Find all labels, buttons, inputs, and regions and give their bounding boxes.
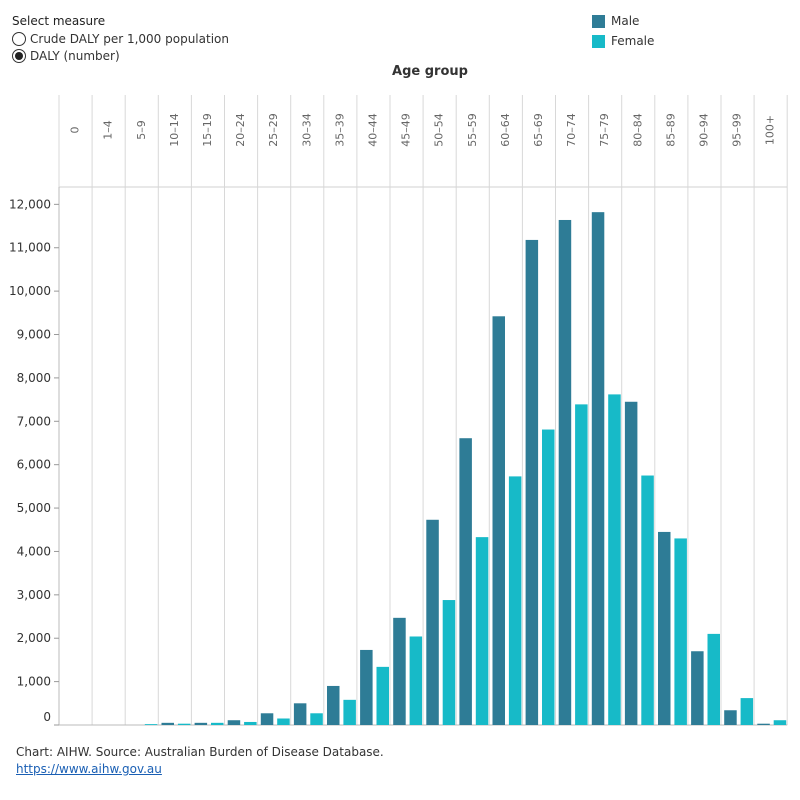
x-category-label: 65–69 [532, 113, 545, 147]
bar-female [707, 633, 720, 725]
x-category-label: 45–49 [400, 113, 413, 147]
legend-item-male[interactable]: Male [592, 14, 639, 28]
y-tick-label: 11,000 [9, 241, 51, 255]
y-tick-label: 0 [43, 710, 51, 724]
bar-female [608, 394, 621, 725]
x-category-label: 95–99 [731, 113, 744, 147]
y-tick-label: 9,000 [17, 328, 51, 342]
y-tick-label: 10,000 [9, 284, 51, 298]
bar-male [492, 316, 505, 725]
aihw-link[interactable]: https://www.aihw.gov.au [16, 762, 162, 776]
bar-female [508, 476, 522, 725]
y-tick-label: 6,000 [17, 458, 51, 472]
radio-daly-number[interactable]: DALY (number) [12, 49, 120, 63]
bar-female [244, 721, 257, 725]
bar-male [161, 722, 174, 725]
x-category-label: 75–79 [598, 113, 611, 147]
x-category-label: 40–44 [366, 113, 379, 147]
x-category-label: 5–9 [135, 120, 148, 140]
x-category-label: 80–84 [631, 113, 644, 147]
bar-male [558, 219, 572, 726]
bar-female [144, 724, 158, 725]
bar-female [740, 698, 754, 725]
y-tick-label: 5,000 [17, 501, 51, 515]
bar-female [475, 537, 489, 725]
x-category-label: 20–24 [234, 113, 247, 147]
bar-female [277, 718, 290, 725]
bar-male [658, 531, 671, 725]
bar-female [773, 720, 787, 725]
radio-button-unchecked[interactable] [12, 32, 26, 46]
bar-male [327, 685, 340, 725]
legend-label-male: Male [611, 14, 640, 28]
bar-male [393, 617, 406, 725]
bar-male [691, 651, 704, 725]
bar-female [575, 404, 588, 725]
bar-male [724, 710, 737, 725]
bar-male [757, 723, 770, 725]
bar-male [227, 720, 241, 725]
bar-female [641, 475, 654, 725]
bar-female [376, 666, 389, 725]
bar-female [177, 723, 191, 725]
y-tick-label: 12,000 [9, 197, 51, 211]
x-axis-title: Age group [392, 64, 468, 79]
bar-male [525, 239, 539, 725]
radio-crude-daly[interactable]: Crude DALY per 1,000 population [12, 32, 229, 46]
bar-female [211, 722, 224, 725]
bar-female [542, 429, 555, 725]
x-category-label: 85–89 [664, 113, 677, 147]
x-category-label: 10–14 [168, 113, 181, 147]
x-category-label: 50–54 [433, 113, 446, 147]
bar-female [310, 713, 323, 725]
bar-male [459, 438, 472, 725]
bar-male [293, 703, 307, 725]
bar-female [442, 600, 456, 725]
legend-swatch-male [592, 14, 605, 28]
x-category-label: 0 [69, 127, 82, 134]
x-category-label: 25–29 [267, 113, 280, 147]
bar-male [360, 649, 373, 725]
bar-female [409, 636, 423, 725]
x-category-label: 55–59 [466, 113, 479, 147]
bar-male [260, 713, 274, 725]
x-category-label: 15–19 [201, 113, 214, 147]
y-tick-label: 7,000 [17, 414, 51, 428]
x-category-label: 60–64 [499, 113, 512, 147]
bar-female [674, 538, 687, 725]
chart-source-text: Chart: AIHW. Source: Australian Burden o… [16, 745, 384, 759]
radio-button-checked[interactable] [12, 49, 26, 63]
radio-label-daly-number: DALY (number) [30, 49, 120, 63]
legend-label-female: Female [611, 34, 655, 48]
bar-male [591, 212, 605, 725]
radio-label-crude-daly: Crude DALY per 1,000 population [30, 32, 229, 46]
bar-female [343, 699, 356, 725]
x-category-label: 1–4 [102, 120, 115, 140]
legend-swatch-female [592, 34, 605, 48]
x-category-label: 100+ [764, 115, 777, 145]
y-tick-label: 3,000 [17, 588, 51, 602]
x-category-label: 90–94 [697, 113, 710, 147]
x-category-label: 30–34 [300, 113, 313, 147]
bar-male [194, 722, 208, 725]
y-tick-label: 1,000 [17, 675, 51, 689]
y-tick-label: 2,000 [17, 631, 51, 645]
bar-male [426, 519, 439, 725]
x-category-label: 70–74 [565, 113, 578, 147]
legend-item-female[interactable]: Female [592, 34, 654, 48]
bar-male [624, 401, 638, 725]
select-measure-title: Select measure [12, 14, 106, 28]
x-category-label: 35–39 [333, 113, 346, 147]
y-tick-label: 8,000 [17, 371, 51, 385]
y-tick-label: 4,000 [17, 544, 51, 558]
